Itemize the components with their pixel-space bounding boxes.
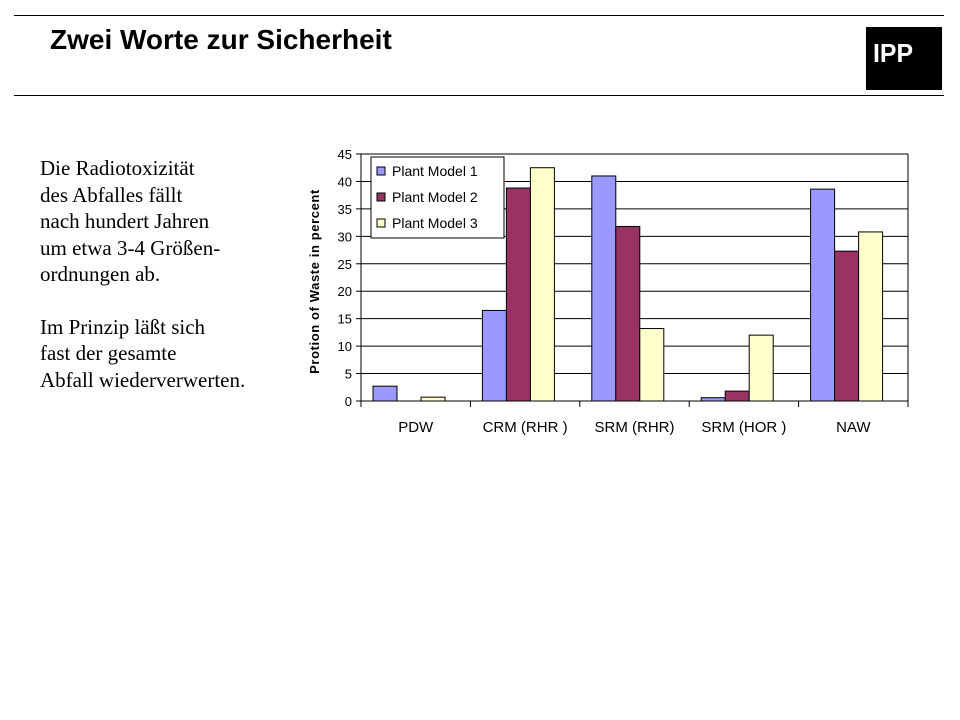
y-tick-label: 45 [338, 147, 352, 162]
legend-swatch [376, 166, 386, 176]
y-tick-label: 0 [345, 394, 352, 409]
bar-plant-model-1 [700, 397, 726, 402]
y-tick-label: 15 [338, 312, 352, 327]
title-divider [14, 95, 944, 96]
x-category-label: NAW [836, 419, 871, 436]
text-line: des Abfalles fällt [40, 182, 183, 207]
bar-plant-model-2 [505, 187, 531, 402]
chart-svg: 0 5 10 15 20 25 30 35 40 45 Protion of Waste in pe… [307, 147, 909, 436]
bar-plant-model-1 [372, 385, 398, 402]
ipp-logo-text: IPP [873, 38, 913, 68]
bar-plant-model-1 [810, 188, 836, 402]
y-tick-label: 25 [338, 257, 352, 272]
body-text: Die Radiotoxizität des Abfalles fällt na… [40, 155, 245, 393]
text-line: nach hundert Jahren [40, 209, 210, 233]
bar-plant-model-2 [834, 250, 860, 402]
x-category-label: SRM (RHR) [595, 419, 675, 436]
text-line: Abfall wiederverwerten. [40, 367, 246, 392]
text-line: ordnungen ab. [40, 262, 161, 286]
bar-plant-model-2 [615, 225, 641, 402]
bar-plant-model-3 [420, 396, 446, 402]
text-line: um etwa 3-4 Größen- [40, 235, 221, 260]
bar-plant-model-3 [748, 334, 774, 402]
text-line: fast der gesamte [40, 341, 177, 365]
legend-label: Plant Model 1 [392, 163, 478, 179]
text-line: Im Prinzip läßt sich [40, 314, 206, 339]
paragraph-recycling: Im Prinzip läßt sich fast der gesamte Ab… [40, 314, 245, 394]
text-line: Die Radiotoxizität [40, 156, 195, 180]
y-tick-label: 20 [338, 284, 352, 299]
bar-plant-model-3 [639, 328, 665, 402]
x-category-label: PDW [398, 419, 434, 436]
waste-bar-chart: 0 5 10 15 20 25 30 35 40 45 Protion of Waste in pe… [296, 140, 920, 440]
legend-label: Plant Model 3 [392, 215, 478, 231]
slide-title: Zwei Worte zur Sicherheit [50, 24, 392, 55]
legend-label: Plant Model 2 [392, 189, 478, 205]
paragraph-radiotoxicity: Die Radiotoxizität des Abfalles fällt na… [40, 155, 245, 288]
ipp-logo: IPP [866, 27, 942, 90]
y-tick-label: 10 [338, 339, 352, 354]
bar-plant-model-1 [481, 309, 507, 402]
bar-plant-model-3 [529, 167, 555, 402]
legend-swatch [376, 192, 386, 202]
legend-swatch [376, 218, 386, 228]
bar-plant-model-3 [858, 231, 884, 402]
legend-box [370, 156, 505, 239]
x-category-label: CRM (RHR ) [483, 419, 568, 436]
top-rule [14, 15, 944, 16]
y-tick-label: 30 [338, 229, 352, 244]
y-tick-label: 5 [345, 367, 352, 382]
bar-plant-model-2 [724, 390, 750, 402]
y-tick-label: 40 [338, 174, 352, 189]
bar-plant-model-1 [591, 175, 617, 402]
x-category-label: SRM (HOR ) [701, 419, 786, 436]
y-tick-label: 35 [338, 202, 352, 217]
y-axis-title: Protion of Waste in percent [307, 189, 322, 374]
